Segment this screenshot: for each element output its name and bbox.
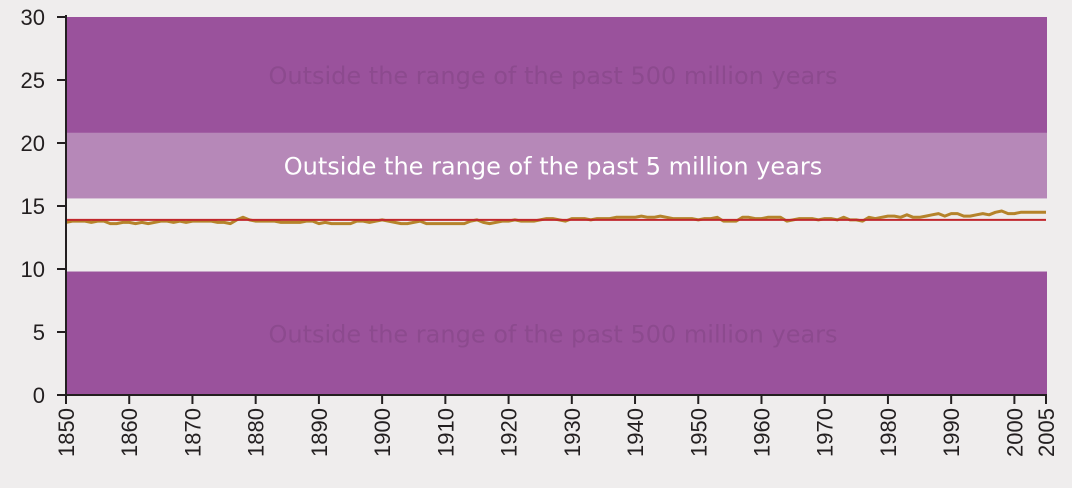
y-tick-label-0: 0 [33, 383, 45, 408]
y-tick-label-20: 20 [21, 131, 45, 156]
x-tick-label-2005: 2005 [1034, 408, 1059, 457]
y-tick-label-10: 10 [21, 257, 45, 282]
x-tick-label-1970: 1970 [813, 408, 838, 457]
x-tick-label-1900: 1900 [370, 408, 395, 457]
series-layer [65, 209, 1046, 226]
x-tick-label-1920: 1920 [497, 408, 522, 457]
range-band-label-1: Outside the range of the past 5 million … [284, 153, 823, 181]
x-tick-label-1890: 1890 [307, 408, 332, 457]
x-tick-label-1960: 1960 [749, 408, 774, 457]
range-band-labels: Outside the range of the past 500 millio… [268, 62, 837, 348]
x-axis-ticks: 1850 1860 1870 1880 1890 1900 1910 1920 1930 1940… [54, 395, 1059, 457]
range-band-label-0: Outside the range of the past 500 millio… [268, 62, 837, 90]
x-tick-label-1950: 1950 [686, 408, 711, 457]
y-tick-label-30: 30 [21, 5, 45, 30]
x-tick-label-1990: 1990 [939, 408, 964, 457]
x-tick-label-1860: 1860 [117, 408, 142, 457]
x-tick-label-1940: 1940 [623, 408, 648, 457]
range-band-0 [66, 17, 1047, 133]
x-tick-label-1980: 1980 [876, 408, 901, 457]
range-band-1 [66, 132, 1047, 199]
x-tick-label-1910: 1910 [433, 408, 458, 457]
y-tick-label-5: 5 [33, 320, 45, 345]
x-tick-label-1930: 1930 [560, 408, 585, 457]
x-tick-label-1880: 1880 [244, 408, 269, 457]
x-tick-label-2000: 2000 [1002, 408, 1027, 457]
y-tick-label-25: 25 [21, 68, 45, 93]
range-band-2 [66, 271, 1047, 395]
y-axis-ticks: 0 5 10 15 20 25 30 [21, 5, 66, 408]
range-bands [66, 17, 1047, 395]
y-tick-label-15: 15 [21, 194, 45, 219]
x-tick-label-1850: 1850 [54, 408, 79, 457]
range-band-label-2: Outside the range of the past 500 millio… [268, 320, 837, 348]
x-tick-label-1870: 1870 [180, 408, 205, 457]
